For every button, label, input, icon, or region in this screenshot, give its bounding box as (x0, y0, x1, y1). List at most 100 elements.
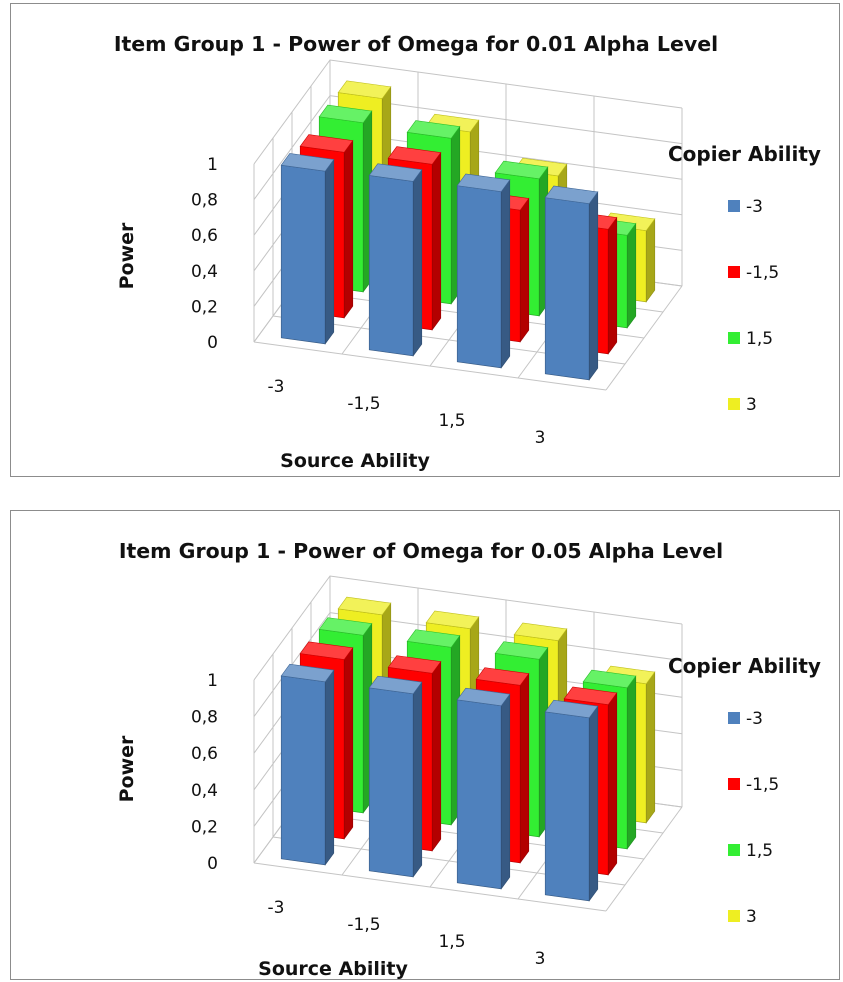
legend-label: 3 (746, 907, 757, 927)
y-tick-label: 0,2 (191, 817, 218, 837)
bar-front-face (368, 687, 414, 878)
y-tick-label: 1 (207, 155, 218, 175)
bar-side-face (500, 179, 511, 369)
y-axis-title: Power (116, 735, 138, 802)
bar-top-face (563, 686, 618, 705)
chart-title: Item Group 1 - Power of Omega for 0.01 A… (114, 32, 718, 56)
y-tick-label: 0,2 (191, 297, 218, 317)
legend-label: -3 (746, 709, 763, 729)
x-tick-label: 3 (535, 428, 546, 448)
bar-top-face (544, 185, 599, 204)
y-tick-label: 0,8 (191, 191, 218, 211)
x-tick-label: -3 (268, 377, 285, 397)
bar-top-face (387, 655, 442, 674)
bar-front-face (456, 185, 502, 369)
legend-label: -1,5 (746, 263, 779, 283)
bar-top-face (456, 687, 511, 707)
bar-side-face (500, 693, 511, 890)
y-tick-label: 0 (207, 854, 218, 874)
legend-label: 3 (746, 395, 757, 415)
bar-side-face (645, 671, 656, 824)
legend-swatch (728, 712, 740, 724)
bar-side-face (412, 168, 423, 357)
y-axis-title: Power (116, 222, 138, 289)
x-tick-label: 1,5 (438, 932, 465, 952)
bar-front-face (280, 675, 326, 866)
y-tick-label: 1 (207, 671, 218, 691)
bar-side-face (626, 675, 637, 850)
bar-chart-3d: Item Group 1 - Power of Omega for 0.05 A… (116, 539, 821, 979)
bar-side-face (607, 216, 618, 355)
bar-top-face (582, 669, 637, 689)
legend-label: -1,5 (746, 775, 779, 795)
y-tick-label: 0,4 (191, 781, 218, 801)
x-axis-title: Source Ability (258, 958, 408, 979)
bar-top-face (280, 663, 335, 683)
bar-side-face (645, 218, 656, 303)
bar (368, 163, 423, 357)
x-tick-label: -1,5 (347, 915, 380, 935)
bar-front-face (280, 164, 326, 345)
x-tick-label: 1,5 (438, 411, 465, 431)
bar-top-face (494, 160, 549, 180)
chart-panel-alpha-001: Item Group 1 - Power of Omega for 0.01 A… (10, 3, 840, 477)
legend-label: -3 (746, 197, 763, 217)
bar-side-face (519, 197, 530, 343)
y-tick-label: 0,4 (191, 262, 218, 282)
bar-top-face (337, 596, 392, 616)
bar-front-face (544, 197, 590, 381)
bar-top-face (494, 641, 549, 660)
bar-top-face (425, 610, 480, 629)
bar-top-face (299, 134, 354, 153)
bar-side-face (412, 681, 423, 878)
y-tick-label: 0,6 (191, 744, 218, 764)
bar-top-face (456, 173, 511, 192)
legend-label: 1,5 (746, 841, 773, 861)
legend-title: Copier Ability (668, 654, 821, 678)
bar (544, 185, 599, 381)
bar-top-face (387, 146, 442, 165)
bar-top-face (318, 104, 373, 124)
bar-top-face (368, 675, 423, 695)
x-tick-label: 3 (535, 949, 546, 969)
bar-top-face (406, 120, 461, 139)
legend-swatch (728, 200, 740, 212)
legend-swatch (728, 266, 740, 278)
bar-top-face (318, 617, 373, 636)
bar-top-face (337, 80, 392, 99)
bar-side-face (343, 646, 354, 840)
legend-swatch (728, 910, 740, 922)
bar-top-face (544, 699, 599, 719)
x-tick-label: -1,5 (347, 394, 380, 414)
bar-side-face (626, 222, 637, 329)
chart-title: Item Group 1 - Power of Omega for 0.05 A… (119, 539, 723, 563)
legend-label: 1,5 (746, 329, 773, 349)
bar-side-face (431, 151, 442, 331)
y-tick-label: 0,8 (191, 708, 218, 728)
bar (544, 699, 599, 902)
legend-swatch (728, 778, 740, 790)
bar (368, 675, 423, 878)
bar-side-face (431, 660, 442, 852)
bar-top-face (299, 641, 354, 660)
bar-chart-3d: Item Group 1 - Power of Omega for 0.01 A… (114, 32, 821, 472)
floor-gridline (253, 341, 607, 391)
bar-top-face (280, 153, 335, 172)
bar (456, 687, 511, 890)
legend-swatch (728, 844, 740, 856)
bar-top-face (475, 667, 530, 686)
legend-swatch (728, 398, 740, 410)
legend-title: Copier Ability (668, 142, 821, 166)
x-axis-title: Source Ability (280, 450, 430, 472)
y-tick-label: 0,6 (191, 226, 218, 246)
y-tick-label: 0 (207, 333, 218, 353)
bar-top-face (406, 629, 461, 648)
bar-side-face (519, 672, 530, 864)
bar-top-face (368, 163, 423, 182)
bar-front-face (544, 711, 590, 902)
bar (280, 153, 335, 345)
legend-swatch (728, 332, 740, 344)
bar-side-face (324, 669, 335, 866)
bar-side-face (607, 692, 618, 876)
x-tick-label: -3 (268, 898, 285, 918)
